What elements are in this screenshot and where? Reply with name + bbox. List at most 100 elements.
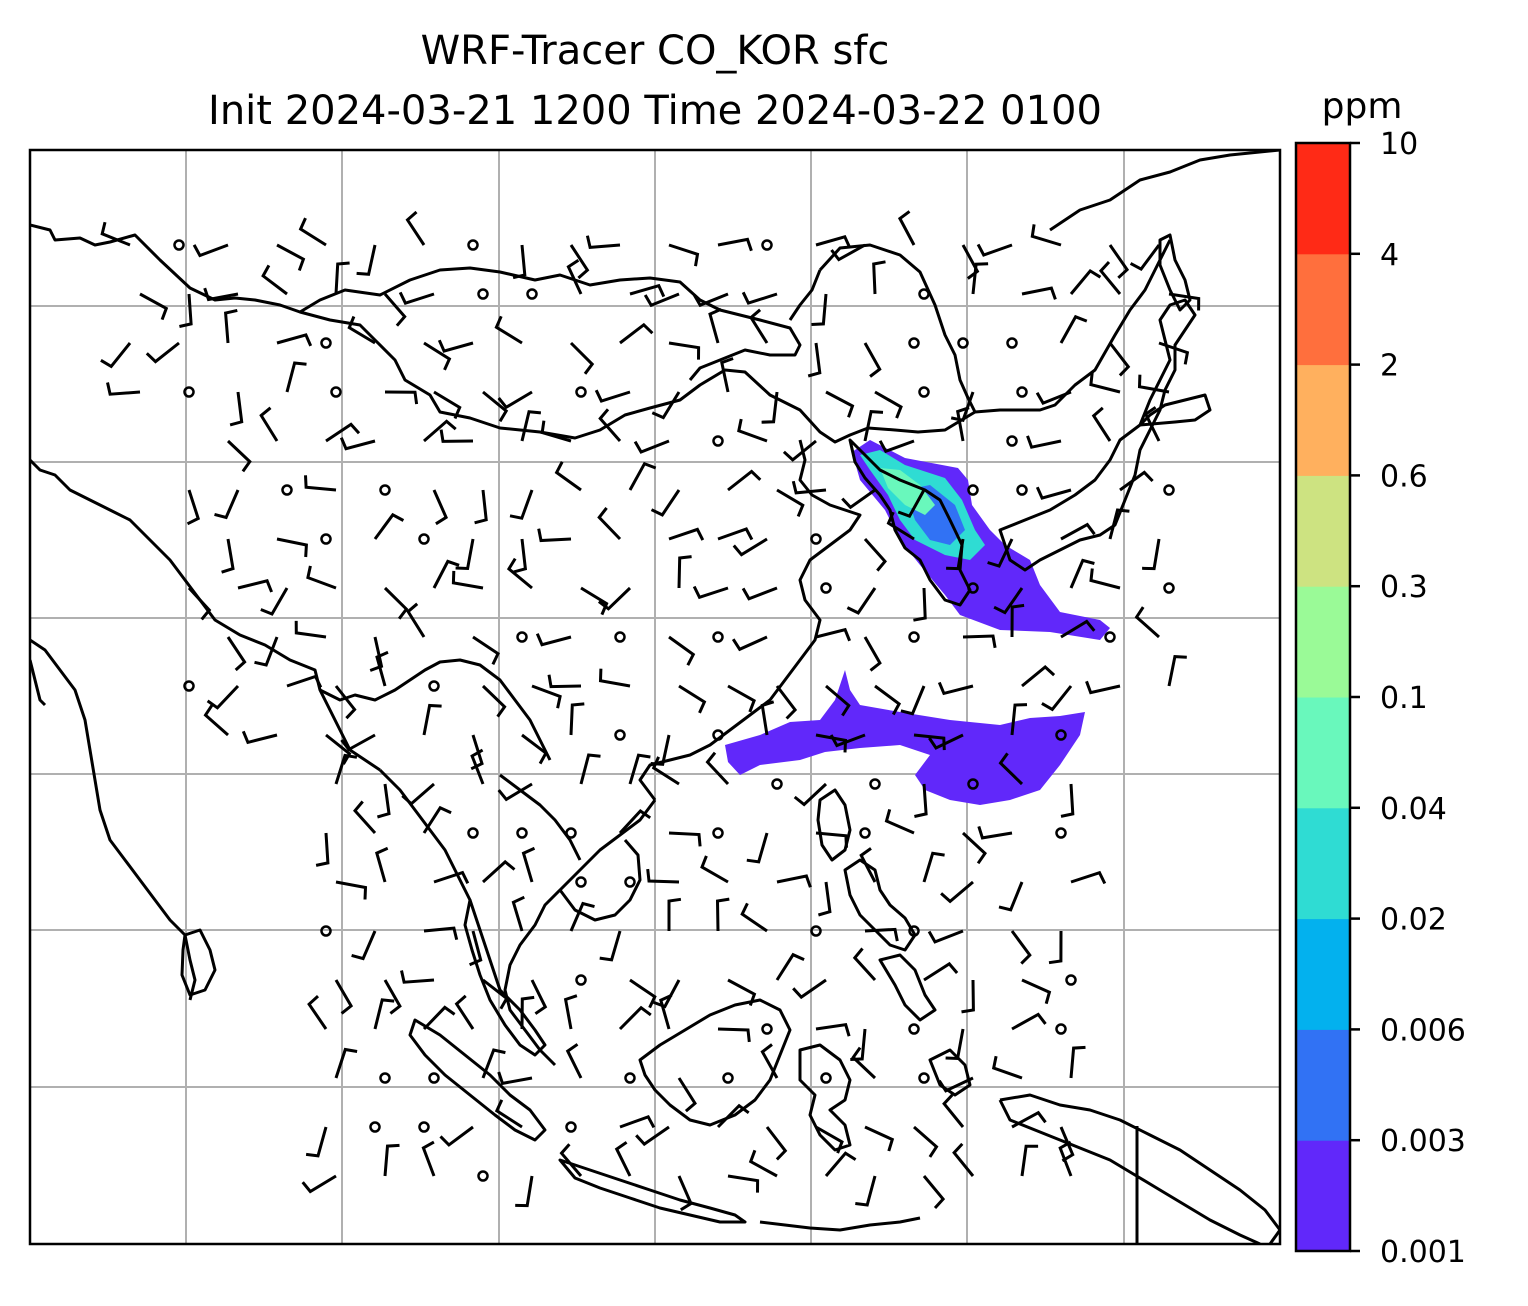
wind-barb [145,341,180,364]
wind-barb [437,339,474,353]
calm-marker [820,582,832,594]
wind-barb [760,1043,779,1079]
wind-barb [497,782,533,802]
wind-barb [383,1143,400,1177]
wind-barb [922,851,945,883]
wind-barb [334,1047,358,1079]
wind-barb [811,293,828,326]
calm-marker [565,1121,577,1133]
wind-barb [864,1125,895,1152]
calm-marker [1006,435,1018,447]
calm-marker [614,631,626,643]
wind-barb [276,333,313,347]
wind-barb [535,633,572,647]
wind-barb [1119,470,1154,492]
colorbar-block [1296,697,1350,809]
wind-barb [677,1175,693,1212]
wind-barb [765,1126,788,1161]
calm-marker [908,925,920,937]
calm-marker [369,1121,381,1133]
wind-barb [874,684,902,716]
wind-barb [852,947,877,982]
wind-barb [825,684,851,717]
wind-barb [668,341,701,360]
wind-barb [708,307,722,344]
wind-barb [376,783,391,819]
wind-barb [1158,341,1190,365]
wind-barb [815,627,851,642]
colorbar-tick-label: 0.6 [1380,459,1428,494]
wind-barb [859,847,877,883]
wind-barb [1021,286,1057,300]
calm-marker [320,337,332,349]
wind-barb [646,868,680,884]
wind-barb [618,809,652,835]
plume-south-china [725,670,1085,805]
wind-barb [597,506,622,541]
wind-barb [872,260,886,295]
wind-barb [512,244,527,280]
wind-barb [433,870,470,884]
wind-barb [294,620,327,639]
colorbar-block [1296,918,1350,1030]
wind-barb [559,1143,583,1177]
wind-barb [1108,508,1130,540]
wind-barb [1035,486,1072,500]
wind-barb [513,538,528,574]
map-subtitle: Init 2024-03-21 1200 Time 2024-03-22 010… [208,88,1102,134]
wind-barb [1085,680,1121,695]
wind-barb [469,930,483,967]
wind-barb [554,461,582,492]
wind-barb [830,243,866,262]
wind-barb [421,1140,436,1177]
wind-barb [700,855,729,884]
wind-barb [521,733,548,765]
wind-barb [727,1174,760,1193]
wind-barb [732,537,768,557]
wind-barb [829,733,866,748]
wind-barb [482,978,509,1010]
wind-barb [886,511,915,541]
wind-barb [677,1077,697,1113]
colorbar-tick-label: 0.1 [1380,681,1428,716]
calm-marker [330,386,342,398]
wind-barb [334,261,350,295]
calm-marker [1016,386,1028,398]
wind-barb [717,1027,751,1043]
wind-barb [569,341,595,375]
wind-barb [760,700,775,736]
calm-marker [281,484,293,496]
wind-barb [482,390,509,423]
calm-marker [761,1023,773,1035]
wind-barb [1070,870,1107,885]
calm-marker [1055,827,1067,839]
wind-barb [746,832,769,864]
wind-barb [628,461,657,491]
wind-barb [375,846,389,883]
wind-barbs [100,210,1201,1212]
wind-barb [1129,244,1161,272]
wind-barb [179,293,193,328]
wind-barb [945,1028,965,1061]
map-frame [28,148,1282,1246]
wind-barb [254,636,279,667]
wind-barb [1069,558,1095,589]
wind-barb [635,1125,670,1147]
wind-barb [285,361,307,393]
wind-barb [815,1125,844,1154]
wind-barb [1010,603,1025,638]
wind-barb [373,512,405,540]
calm-marker [1006,337,1018,349]
calm-marker [810,533,822,545]
wind-barb [864,927,899,942]
calm-marker [516,631,528,643]
colorbar-tick-label: 0.04 [1380,792,1447,827]
wind-barb [580,586,609,616]
wind-barb [474,489,488,525]
wind-barb [716,1103,750,1129]
wind-barb [569,244,590,280]
wind-barb [353,800,377,835]
wind-barb [961,831,987,865]
calm-marker [967,778,979,790]
calm-marker [428,680,440,692]
